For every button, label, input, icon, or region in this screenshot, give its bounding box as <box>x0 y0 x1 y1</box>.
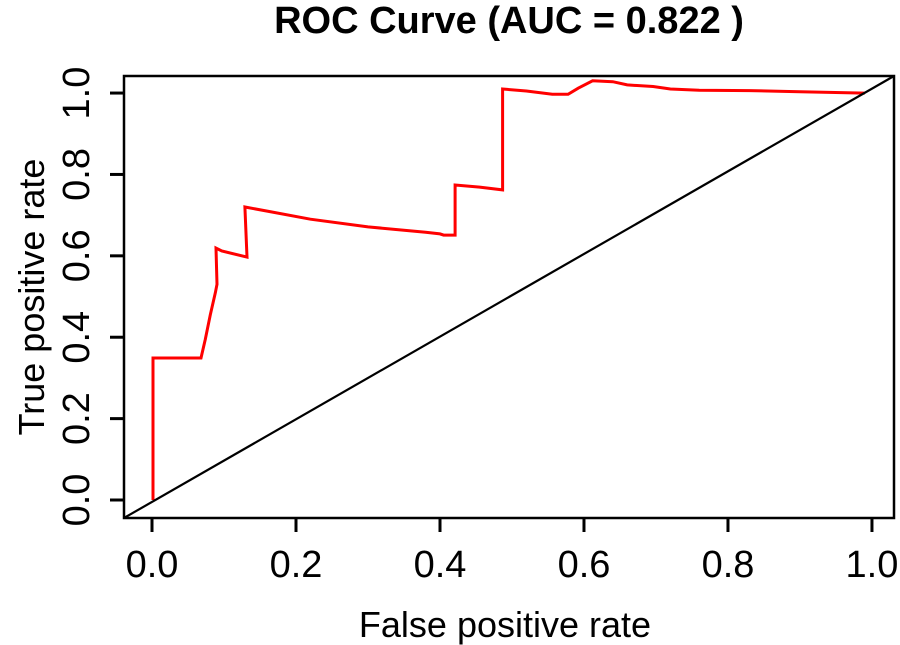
chart-series <box>123 75 895 519</box>
chart-title: ROC Curve (AUC = 0.822 ) <box>274 0 744 42</box>
x-tick-label: 0.2 <box>270 544 323 586</box>
roc-curve-line <box>151 79 865 500</box>
y-tick-label: 0.0 <box>56 474 98 527</box>
plot-box <box>122 74 896 520</box>
x-tick-label: 0.0 <box>126 544 179 586</box>
chance-diagonal-line <box>123 75 895 519</box>
axis-ticks <box>110 91 874 532</box>
x-tick-label: 1.0 <box>846 544 899 586</box>
y-tick-label: 0.6 <box>56 229 98 282</box>
y-tick-label: 0.4 <box>56 311 98 364</box>
y-tick-label: 0.2 <box>56 392 98 445</box>
axis-tick-labels: 0.0 0.2 0.4 0.6 0.8 1.0 0.0 0.2 0.4 0.6 0.8 1.0 <box>56 67 898 586</box>
x-tick-label: 0.4 <box>414 544 467 586</box>
x-tick-label: 0.8 <box>702 544 755 586</box>
y-tick-label: 1.0 <box>56 67 98 120</box>
y-tick-label: 0.8 <box>56 148 98 201</box>
x-axis-title: False positive rate <box>359 604 651 645</box>
x-tick-label: 0.6 <box>558 544 611 586</box>
y-axis-title: True positive rate <box>11 159 52 436</box>
